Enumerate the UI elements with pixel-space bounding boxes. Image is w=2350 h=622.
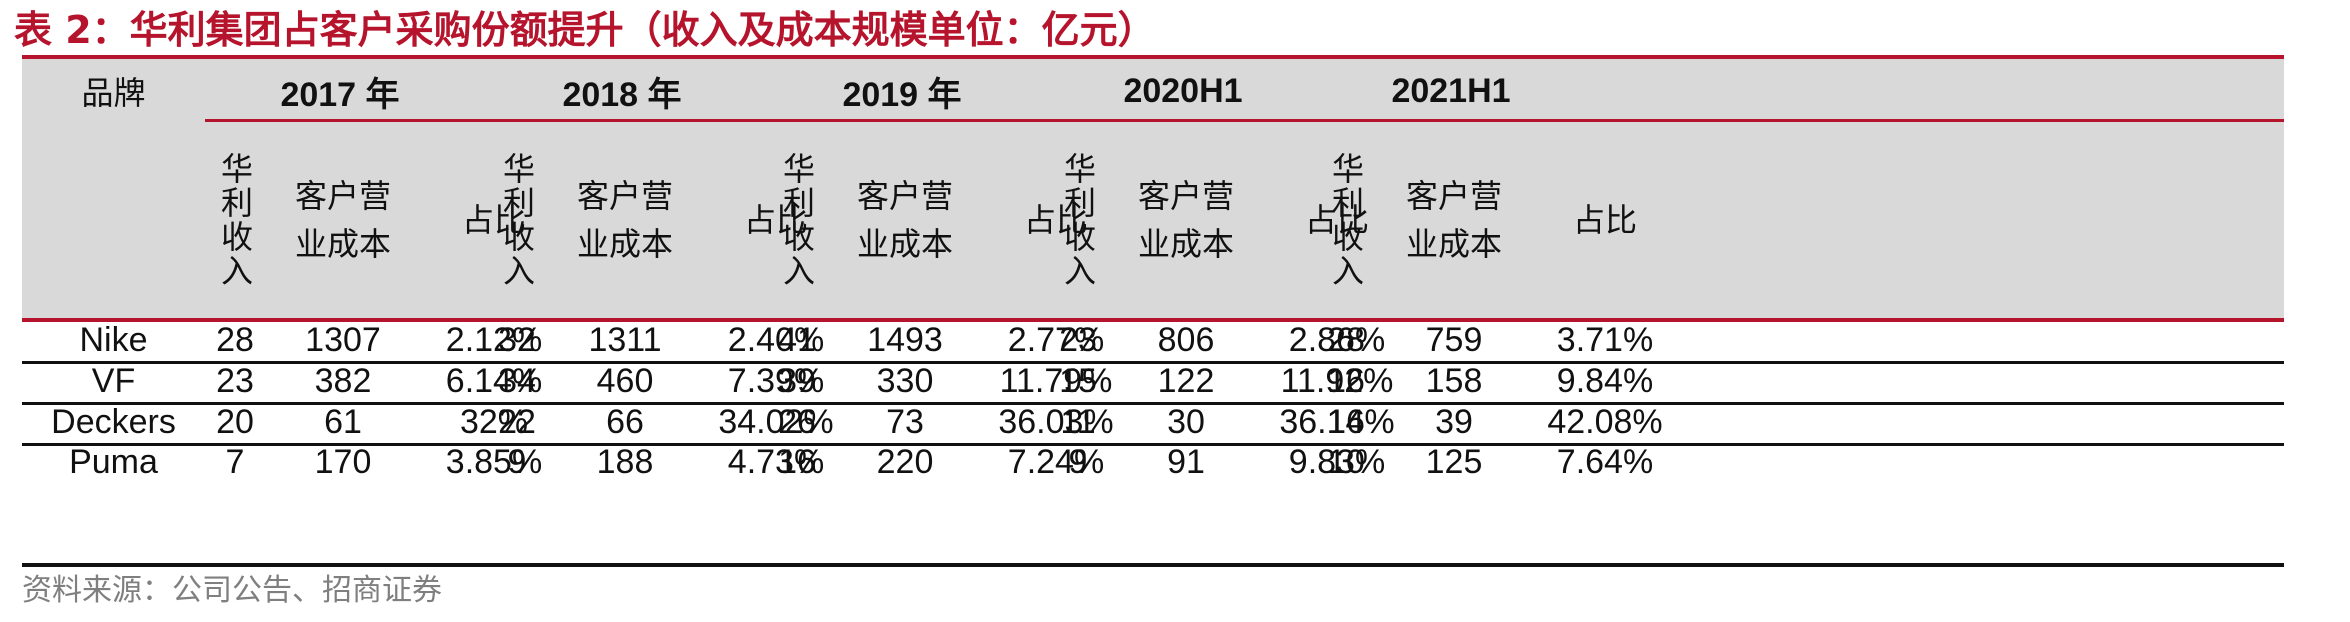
table-cell: 41 bbox=[778, 321, 816, 359]
table-cell: 42.08% bbox=[1547, 403, 1663, 441]
table-cell: 759 bbox=[1425, 321, 1483, 359]
table-cell: 11.92% bbox=[1280, 362, 1394, 400]
table-cell: 170 bbox=[314, 443, 372, 481]
row-divider bbox=[22, 361, 2284, 364]
share-subheader: 占比 bbox=[743, 201, 808, 239]
table-cell: 66 bbox=[606, 403, 644, 441]
table-header-background bbox=[22, 59, 2284, 318]
table-cell: 4.73% bbox=[727, 443, 825, 481]
revenue-subheader: 华利收入 bbox=[1327, 152, 1365, 288]
table-cell: 11 bbox=[1060, 403, 1096, 441]
revenue-subheader: 华利收入 bbox=[216, 152, 254, 288]
table-cell: 125 bbox=[1425, 443, 1483, 481]
table-cell: 7.39% bbox=[727, 362, 825, 400]
revenue-subheader: 华利收入 bbox=[498, 152, 536, 288]
table-cell: 122 bbox=[1157, 362, 1215, 400]
table-cell: 23 bbox=[216, 362, 254, 400]
table-cell: 7 bbox=[225, 443, 245, 481]
revenue-subheader: 华利收入 bbox=[778, 152, 816, 288]
table-cell: 7.24% bbox=[1007, 443, 1105, 481]
year-header: 2020H1 bbox=[1123, 71, 1243, 110]
table-cell: 73 bbox=[886, 403, 924, 441]
brand-cell: Deckers bbox=[51, 403, 176, 441]
table-cell: 10 bbox=[1327, 443, 1365, 481]
table-cell: 61 bbox=[324, 403, 362, 441]
table-cell: 34.02% bbox=[718, 403, 834, 441]
table-cell: 9 bbox=[507, 443, 527, 481]
year-header: 2018 年 bbox=[562, 75, 682, 114]
table-cell: 2.12% bbox=[445, 321, 543, 359]
table-cell: 16 bbox=[778, 443, 816, 481]
cost-subheader: 客户营业成本 bbox=[1405, 177, 1502, 263]
brand-cell: Nike bbox=[79, 321, 148, 359]
table-cell: 1307 bbox=[305, 321, 381, 359]
table-title: 表 2：华利集团占客户采购份额提升（收入及成本规模单位：亿元） bbox=[14, 8, 1156, 52]
table-cell: 32 bbox=[498, 321, 536, 359]
share-subheader: 占比 bbox=[1304, 201, 1369, 239]
cost-subheader: 客户营业成本 bbox=[576, 177, 673, 263]
table-cell: 188 bbox=[596, 443, 654, 481]
row-divider bbox=[22, 443, 2284, 446]
table-header-rule bbox=[22, 318, 2284, 322]
table-cell: 30 bbox=[1167, 403, 1205, 441]
brand-cell: VF bbox=[91, 362, 136, 400]
table-cell: 22 bbox=[498, 403, 536, 441]
table-cell: 39 bbox=[1435, 403, 1473, 441]
table-cell: 9.83% bbox=[1288, 443, 1386, 481]
table-cell: 91 bbox=[1167, 443, 1205, 481]
table-cell: 26 bbox=[778, 403, 816, 441]
table-cell: 16 bbox=[1327, 362, 1365, 400]
table-cell: 16 bbox=[1327, 403, 1365, 441]
share-subheader: 占比 bbox=[461, 201, 526, 239]
year-header-rule bbox=[205, 119, 2284, 122]
table-cell: 158 bbox=[1425, 362, 1483, 400]
table-cell: 330 bbox=[876, 362, 934, 400]
table-cell: 23 bbox=[1059, 321, 1097, 359]
table-cell: 3.85% bbox=[445, 443, 543, 481]
table-cell: 1493 bbox=[867, 321, 943, 359]
table-cell: 9.84% bbox=[1556, 362, 1654, 400]
table-cell: 36.14% bbox=[1279, 403, 1395, 441]
table-cell: 2.86% bbox=[1288, 321, 1386, 359]
table-cell: 28 bbox=[216, 321, 254, 359]
table-cell: 32% bbox=[459, 403, 529, 441]
table-cell: 7.64% bbox=[1556, 443, 1654, 481]
year-header: 2019 年 bbox=[842, 75, 962, 114]
table-cell: 6.14% bbox=[445, 362, 543, 400]
cost-subheader: 客户营业成本 bbox=[856, 177, 953, 263]
table-cell: 9 bbox=[1068, 443, 1088, 481]
row-divider bbox=[22, 402, 2284, 405]
table-cell: 460 bbox=[596, 362, 654, 400]
cost-subheader: 客户营业成本 bbox=[1137, 177, 1234, 263]
table-cell: 3.71% bbox=[1556, 321, 1654, 359]
table-cell: 39 bbox=[778, 362, 816, 400]
revenue-subheader: 华利收入 bbox=[1059, 152, 1097, 288]
table-cell: 11.79% bbox=[999, 362, 1113, 400]
source-note: 资料来源：公司公告、招商证券 bbox=[22, 573, 442, 608]
table-top-rule bbox=[22, 55, 2284, 59]
year-header: 2021H1 bbox=[1391, 71, 1511, 110]
year-header: 2017 年 bbox=[280, 75, 400, 114]
table-cell: 806 bbox=[1157, 321, 1215, 359]
cost-subheader: 客户营业成本 bbox=[294, 177, 391, 263]
brand-cell: Puma bbox=[69, 443, 158, 481]
table-bottom-rule bbox=[22, 563, 2284, 567]
brand-column-header: 品牌 bbox=[81, 74, 146, 112]
table-cell: 220 bbox=[876, 443, 934, 481]
table-cell: 28 bbox=[1327, 321, 1365, 359]
table-cell: 20 bbox=[216, 403, 254, 441]
table-cell: 36.03% bbox=[998, 403, 1114, 441]
table-cell: 1311 bbox=[588, 321, 662, 359]
table-cell: 2.40% bbox=[727, 321, 825, 359]
table-cell: 2.77% bbox=[1007, 321, 1105, 359]
table-cell: 382 bbox=[314, 362, 372, 400]
data-table: 品牌 2017 年 2018 年 2019 年 2020H1 2021H1 华利收入 客户营… bbox=[22, 55, 2284, 567]
share-subheader: 占比 bbox=[1023, 201, 1088, 239]
table-cell: 15 bbox=[1059, 362, 1097, 400]
share-subheader: 占比 bbox=[1572, 201, 1637, 239]
table-cell: 34 bbox=[498, 362, 536, 400]
